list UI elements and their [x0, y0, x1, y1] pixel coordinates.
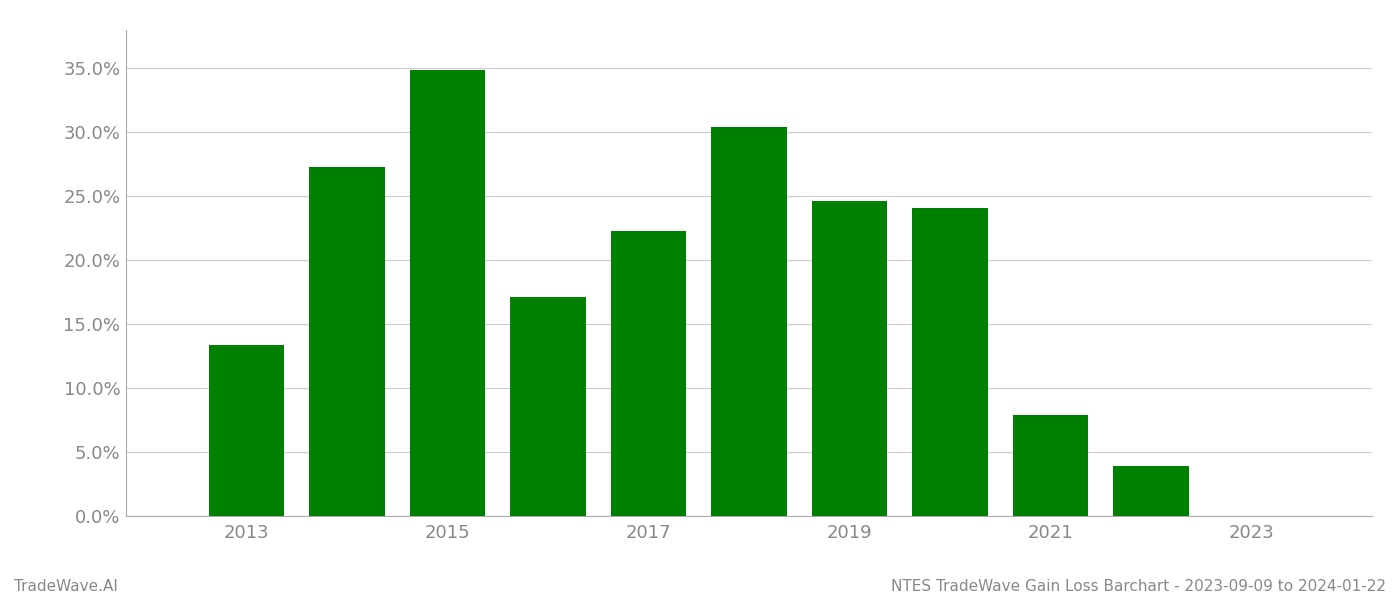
Text: TradeWave.AI: TradeWave.AI: [14, 579, 118, 594]
Bar: [711, 127, 787, 516]
Bar: [209, 344, 284, 516]
Bar: [511, 297, 585, 516]
Bar: [1113, 466, 1189, 516]
Bar: [610, 231, 686, 516]
Bar: [913, 208, 987, 516]
Bar: [410, 70, 486, 516]
Bar: [1012, 415, 1088, 516]
Bar: [812, 202, 888, 516]
Text: NTES TradeWave Gain Loss Barchart - 2023-09-09 to 2024-01-22: NTES TradeWave Gain Loss Barchart - 2023…: [890, 579, 1386, 594]
Bar: [309, 167, 385, 516]
